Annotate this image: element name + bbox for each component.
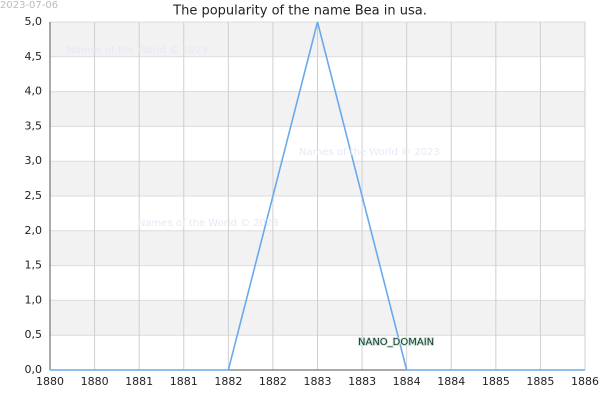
x-tick-label: 1880 (36, 375, 64, 388)
domain-label: NANO_DOMAIN (358, 337, 434, 348)
x-tick-label: 1881 (170, 375, 198, 388)
y-tick-label: 2,5 (25, 189, 43, 202)
y-tick-label: 0,5 (25, 328, 43, 341)
y-tick-label: 1,5 (25, 259, 43, 272)
y-tick-label: 4,0 (25, 85, 43, 98)
x-tick-label: 1886 (571, 375, 599, 388)
marks (50, 21, 585, 371)
x-tick-label: 1885 (482, 375, 510, 388)
y-tick-label: 3,5 (25, 119, 43, 132)
y-tick-label: 4,5 (25, 50, 43, 63)
date-stamp: 2023-07-06 (0, 0, 58, 11)
x-tick-label: 1883 (348, 375, 376, 388)
chart-title: The popularity of the name Bea in usa. (172, 4, 427, 19)
x-tick-label: 1883 (304, 375, 332, 388)
x-tick-label: 1884 (393, 375, 421, 388)
labels: 0,0 0,5 1,0 1,5 2,0 2,5 3,0 3,5 4,0 4,5 5,0 1880 188… (25, 15, 600, 388)
x-tick-label: 1884 (437, 375, 465, 388)
y-tick-label: 2,0 (25, 224, 43, 237)
x-tick-label: 1881 (125, 375, 153, 388)
watermark: Names of the World © 2023 (138, 218, 279, 229)
y-tick-label: 5,0 (25, 15, 43, 28)
x-tick-label: 1880 (81, 375, 109, 388)
watermark: Names of the World © 2023 (299, 147, 440, 158)
series-line (50, 21, 585, 371)
y-tick-label: 0,0 (25, 363, 43, 376)
x-tick-label: 1882 (214, 375, 242, 388)
x-tick-label: 1882 (259, 375, 287, 388)
y-tick-label: 3,0 (25, 154, 43, 167)
y-tick-label: 1,0 (25, 293, 43, 306)
x-tick-label: 1885 (526, 375, 554, 388)
watermark: Names of the World © 2023 (67, 45, 208, 56)
